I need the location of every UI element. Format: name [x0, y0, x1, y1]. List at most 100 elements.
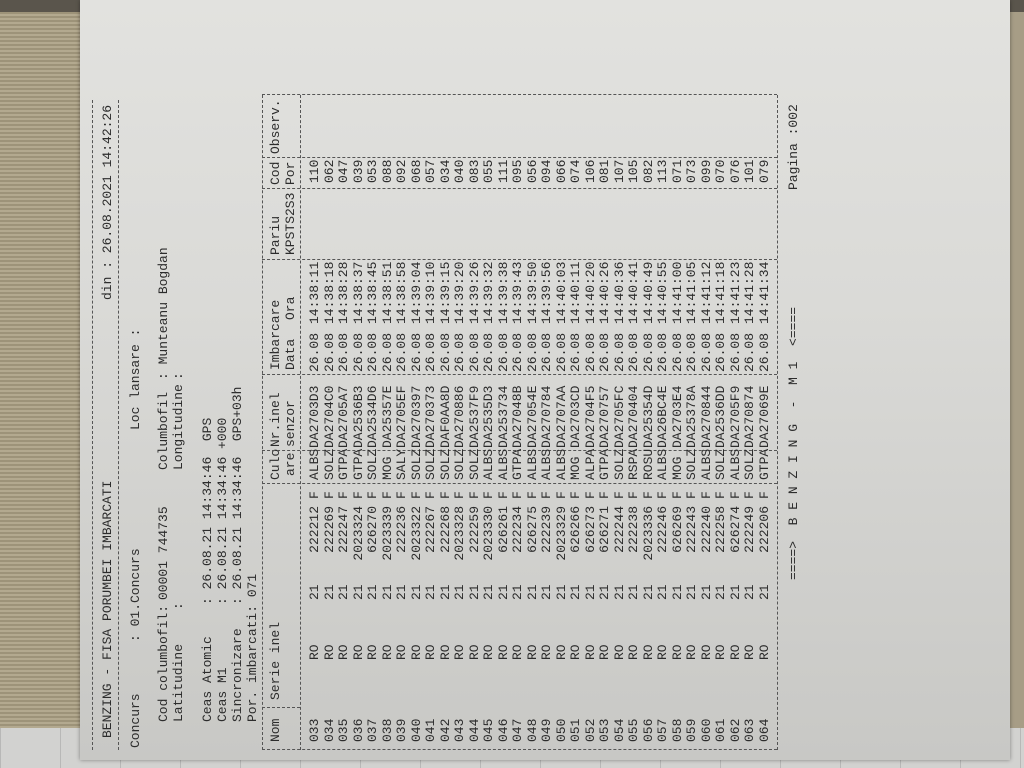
- cell-sex: F: [640, 491, 656, 499]
- cell-ora: 14:38:37: [350, 261, 366, 324]
- cell-an: 21: [423, 584, 438, 600]
- cell-data: 26.08: [626, 332, 641, 372]
- cell-serie: 222236: [394, 506, 409, 553]
- cell-sex: F: [524, 491, 540, 499]
- cell-nom: 057: [655, 718, 670, 742]
- concurs-label: Concurs: [128, 693, 143, 748]
- cell-ora: 14:39:56: [539, 261, 554, 324]
- cell-data: 26.08: [408, 332, 424, 372]
- col-sep: [262, 707, 300, 708]
- cell-culoare: SOLZ: [742, 448, 757, 480]
- cell-ora: 14:41:05: [684, 261, 699, 324]
- cell-serie: 222244: [611, 506, 627, 553]
- cell-cod: 099: [698, 159, 714, 183]
- footer-banner: ====> B E N Z I N G - M 1 <====: [786, 306, 801, 580]
- table-row: 042 RO 21 222268 F SOLZ DAF0AA8D 26.08 14:39:15 0…: [437, 95, 454, 760]
- cell-an: 21: [568, 584, 583, 600]
- cell-inel: DA270886: [452, 385, 467, 448]
- cell-sex: F: [727, 491, 743, 499]
- cell-ora: 14:39:15: [437, 261, 453, 324]
- table-row: 050 RO 21 2023329 F ALBS DA2707AA 26.08 14:40:03…: [553, 95, 570, 760]
- divider: [92, 100, 93, 750]
- cell-cod: 047: [336, 159, 351, 183]
- loc-lansare: Loc lansare :: [128, 328, 143, 430]
- cell-inel: DA2535D3: [481, 385, 496, 448]
- cell-cod: 094: [539, 159, 554, 183]
- cell-ora: 14:41:23: [727, 261, 743, 324]
- table-row: 051 RO 21 626266 F MOG DA2703CD 26.08 14:40:11 07…: [568, 95, 584, 760]
- latitudine-label: Latitudine: [171, 643, 186, 722]
- cell-cod: 066: [553, 159, 569, 183]
- cell-an: 21: [365, 584, 380, 600]
- cell-serie: 2023329: [553, 506, 569, 561]
- table-row: 049 RO 21 222239 F ALBS DA270784 26.08 14:39:56 0…: [539, 95, 555, 760]
- cell-inel: DA270404: [626, 385, 641, 448]
- cell-data: 26.08: [611, 332, 627, 372]
- cell-nom: 040: [408, 718, 424, 742]
- cell-ora: 14:41:34: [756, 261, 772, 324]
- table-row: 037 RO 21 626270 F SOLZ DA2534D6 26.08 14:38:45 0…: [365, 95, 381, 760]
- latitudine-value: :: [171, 602, 186, 610]
- cell-tara: RO: [365, 644, 380, 660]
- cell-data: 26.08: [756, 332, 772, 372]
- cell-sex: F: [684, 491, 699, 499]
- cell-culoare: SOLZ: [713, 448, 728, 480]
- cell-data: 26.08: [553, 332, 569, 372]
- cell-inel: DA2537F9: [466, 385, 482, 448]
- cell-serie: 626261: [495, 506, 511, 553]
- cell-serie: 222249: [742, 506, 757, 553]
- cell-data: 26.08: [684, 332, 699, 372]
- cell-serie: 626270: [365, 506, 380, 553]
- table-bottom-line: [777, 95, 778, 750]
- cell-ora: 14:39:38: [495, 261, 511, 324]
- cell-serie: 626275: [524, 506, 540, 553]
- cell-data: 26.08: [365, 332, 380, 372]
- cell-cod: 095: [510, 159, 525, 183]
- table-row: 047 RO 21 222234 F GTPA DA27048B 26.08 14:39:43 0…: [510, 95, 526, 760]
- cell-inel: DA25378A: [684, 385, 699, 448]
- cell-cod: 076: [727, 159, 743, 183]
- cell-cod: 079: [756, 159, 772, 183]
- cell-ora: 14:38:18: [321, 261, 337, 324]
- cell-serie: 222259: [466, 506, 482, 553]
- cell-nom: 053: [597, 718, 612, 742]
- cell-sex: F: [466, 491, 482, 499]
- cell-cod: 057: [423, 159, 438, 183]
- cell-inel: DA2704C0: [321, 385, 337, 448]
- cell-serie: 2023339: [379, 506, 395, 561]
- cell-data: 26.08: [539, 332, 554, 372]
- cell-ora: 14:38:45: [365, 261, 380, 324]
- cell-tara: RO: [640, 644, 656, 660]
- cell-data: 26.08: [742, 332, 757, 372]
- cell-tara: RO: [539, 644, 554, 660]
- table-row: 060 RO 21 222240 F ALBS DA270844 26.08 14:41:12 0…: [698, 95, 715, 760]
- cell-culoare: ALBS: [727, 448, 743, 480]
- cell-nom: 033: [307, 718, 322, 742]
- cell-serie: 222243: [684, 506, 699, 553]
- cell-ora: 14:41:12: [698, 261, 714, 324]
- divider: [118, 100, 119, 750]
- cell-nom: 052: [582, 718, 598, 742]
- cell-data: 26.08: [640, 332, 656, 372]
- cell-sex: F: [510, 491, 525, 499]
- cell-ora: 14:40:36: [611, 261, 627, 324]
- cell-tara: RO: [394, 644, 409, 660]
- cell-an: 21: [394, 584, 409, 600]
- cod-columbofil-value: 00001 744735: [156, 506, 171, 600]
- col-imbarcare: Imbarcare: [268, 299, 283, 370]
- cell-data: 26.08: [698, 332, 714, 372]
- cell-an: 21: [307, 584, 322, 600]
- cell-sex: F: [756, 491, 772, 499]
- cell-ora: 14:39:32: [481, 261, 496, 324]
- col-culoare-2: are: [283, 452, 298, 476]
- cell-data: 26.08: [321, 332, 337, 372]
- cell-data: 26.08: [568, 332, 583, 372]
- cell-ora: 14:41:18: [713, 261, 728, 324]
- cell-tara: RO: [727, 644, 743, 660]
- cell-tara: RO: [350, 644, 366, 660]
- cell-cod: 088: [379, 159, 395, 183]
- page-number: Pagina :002: [786, 104, 801, 190]
- cell-culoare: MOG: [379, 456, 395, 480]
- cell-serie: 222240: [698, 506, 714, 553]
- cell-cod: 106: [582, 159, 598, 183]
